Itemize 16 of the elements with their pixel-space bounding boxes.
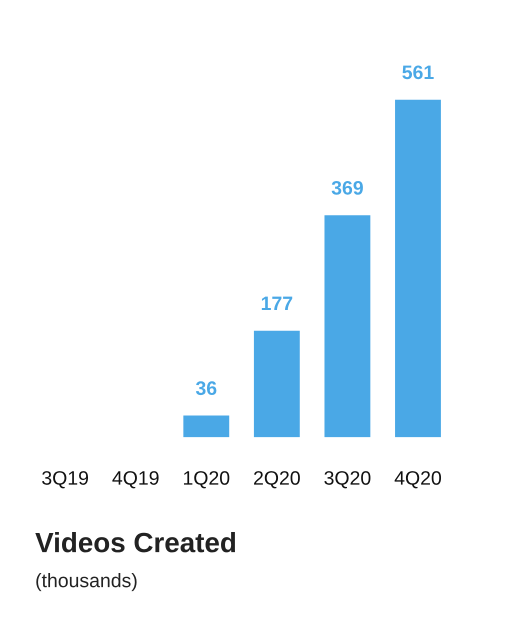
x-tick-label: 1Q20: [184, 471, 230, 488]
bar: [324, 215, 370, 438]
x-tick-label: 4Q19: [112, 471, 159, 488]
x-tick-label: 3Q19: [42, 471, 88, 488]
x-tick-label: 3Q20: [324, 471, 370, 488]
bar: [183, 416, 230, 438]
data-label: 36: [196, 381, 216, 396]
text: (thousands): [36, 573, 137, 592]
data-label: 561: [402, 65, 434, 80]
data-label: 177: [262, 296, 292, 310]
bar: [254, 330, 300, 438]
bar: [395, 100, 441, 438]
x-tick-label: 2Q20: [254, 471, 300, 488]
x-tick-label: 4Q20: [394, 471, 441, 488]
data-label: 369: [332, 180, 363, 195]
text: Videos Created: [35, 532, 236, 552]
